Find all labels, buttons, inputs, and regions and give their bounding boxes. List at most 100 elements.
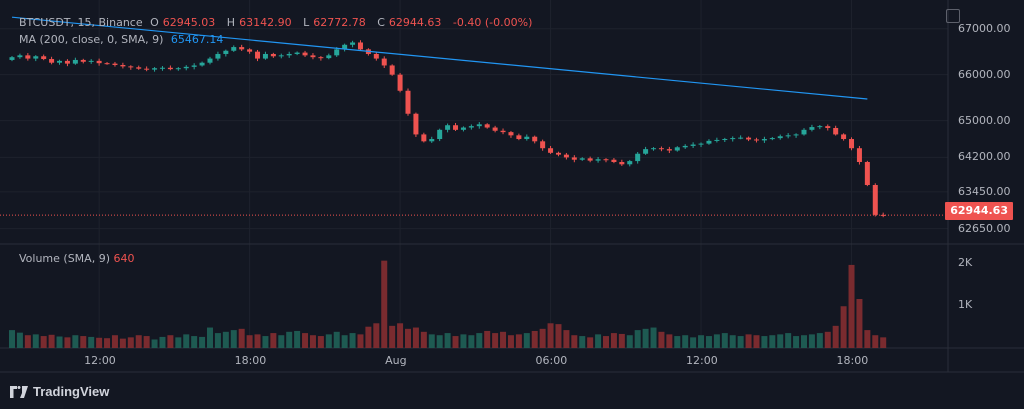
candle-body: [468, 126, 474, 128]
candle-body: [112, 63, 118, 66]
volume-bar: [119, 338, 126, 348]
candle-body: [532, 136, 538, 142]
volume-bar: [777, 334, 784, 348]
candle-body: [587, 158, 593, 161]
brand-name: TradingView: [33, 384, 110, 399]
volume-bar: [721, 333, 728, 348]
candle-body: [215, 53, 221, 59]
volume-bar: [317, 336, 324, 348]
candle-body: [603, 159, 609, 161]
candle-body: [120, 65, 126, 67]
candle-body: [421, 134, 427, 142]
volume-bar: [64, 337, 71, 348]
volume-bar: [674, 336, 681, 348]
symbol-label[interactable]: BTCUSDT, 15, Binance: [19, 16, 143, 29]
candle-body: [88, 60, 94, 62]
volume-bar: [341, 335, 348, 348]
candle-body: [318, 57, 324, 59]
volume-bar: [262, 336, 269, 348]
volume-tick-label: 1K: [958, 298, 973, 312]
candle-body: [730, 138, 736, 140]
candle-body: [864, 162, 870, 185]
volume-bar: [381, 260, 388, 348]
candle-body: [167, 67, 173, 70]
candle-body: [555, 152, 561, 155]
candle-body: [389, 65, 395, 75]
volume-bar: [618, 333, 625, 348]
settings-icon[interactable]: [946, 9, 960, 23]
candle-body: [563, 154, 569, 158]
candle-body: [437, 129, 443, 140]
volume-bar: [80, 336, 87, 348]
candle-body: [96, 60, 102, 64]
candle-body: [159, 67, 165, 69]
volume-tick-label: 2K: [958, 255, 973, 269]
candle-body: [262, 53, 268, 59]
volume-bar: [183, 334, 190, 348]
candle-body: [682, 145, 688, 148]
ma-legend[interactable]: MA (200, close, 0, SMA, 9) 65467.14: [19, 33, 227, 46]
volume-legend[interactable]: Volume (SMA, 9) 640: [19, 252, 134, 265]
candle-body: [72, 59, 78, 64]
volume-bar: [389, 325, 396, 348]
candle-body: [595, 159, 601, 161]
volume-bar: [579, 336, 586, 348]
volume-bar: [555, 324, 562, 348]
candle-body: [571, 157, 577, 160]
volume-bar: [603, 336, 609, 348]
volume-bar: [143, 336, 150, 348]
volume-bar: [365, 326, 372, 348]
candle-body: [128, 66, 134, 68]
candle-body: [144, 68, 150, 70]
volume-bar: [294, 330, 301, 348]
volume-bar: [230, 330, 237, 348]
volume-bars: [9, 260, 887, 348]
volume-bar: [595, 334, 602, 348]
volume-bar: [373, 323, 380, 348]
volume-bar: [523, 333, 530, 348]
volume-bar: [650, 327, 657, 348]
candle-body: [397, 74, 403, 91]
volume-bar: [72, 335, 79, 348]
candle-body: [104, 63, 110, 65]
chart-grid: [0, 0, 1024, 373]
volume-bar: [840, 306, 847, 348]
volume-bar: [135, 335, 142, 348]
tradingview-logo-icon: [10, 385, 28, 398]
volume-bar: [468, 335, 475, 348]
volume-bar: [832, 325, 839, 348]
candle-body: [453, 125, 459, 130]
volume-bar: [405, 328, 411, 348]
candle-body: [746, 137, 752, 140]
candle-body: [738, 137, 744, 139]
candle-body: [619, 162, 625, 165]
volume-value: 640: [113, 252, 135, 265]
price-tick-label: 66000.00: [958, 67, 1011, 81]
candle-body: [666, 149, 672, 151]
volume-bar: [824, 331, 831, 348]
candle-body: [611, 159, 617, 163]
volume-bar: [40, 336, 47, 348]
tradingview-logo[interactable]: TradingView: [10, 384, 109, 399]
candle-body: [413, 113, 419, 135]
volume-label: Volume (SMA, 9): [19, 252, 110, 265]
volume-bar: [507, 335, 514, 348]
volume-bar: [705, 336, 712, 348]
volume-bar: [666, 334, 673, 348]
volume-bar: [214, 333, 221, 348]
volume-bar: [484, 330, 491, 348]
candle-body: [714, 139, 720, 141]
volume-bar: [690, 337, 697, 348]
volume-bar: [24, 335, 31, 348]
candle-body: [651, 148, 657, 150]
candle-body: [825, 126, 831, 128]
volume-bar: [111, 335, 118, 348]
volume-bar: [745, 334, 752, 348]
moving-average: [11, 16, 868, 100]
candle-body: [500, 130, 506, 133]
volume-bar: [864, 330, 871, 348]
volume-bar: [191, 336, 198, 348]
candle-body: [255, 51, 261, 59]
candle-body: [508, 132, 514, 136]
